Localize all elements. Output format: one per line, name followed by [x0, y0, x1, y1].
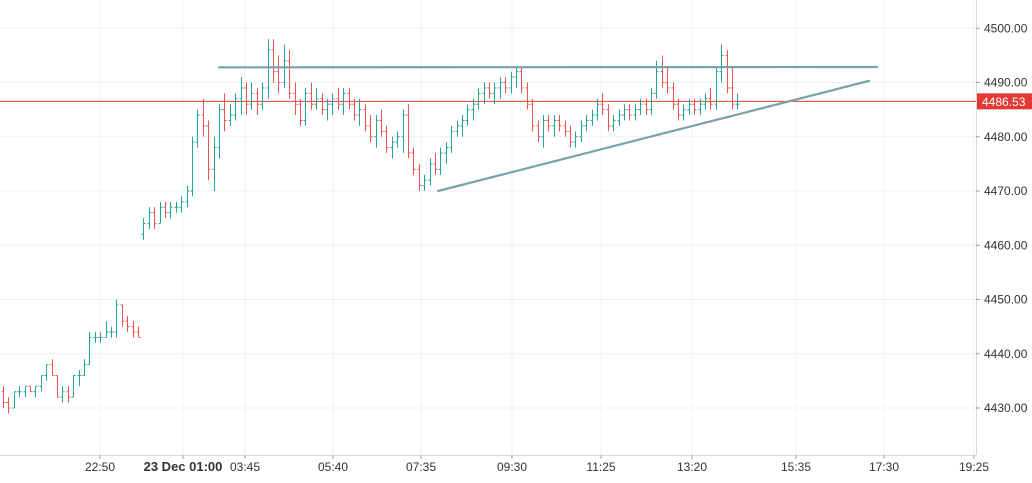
price-axis-label: 4490.00 — [984, 76, 1028, 90]
last-price-label: 4486.53 — [982, 95, 1026, 109]
price-axis-label: 4460.00 — [984, 238, 1028, 252]
time-axis-label: 05:40 — [318, 460, 348, 474]
price-axis-label: 4470.00 — [984, 184, 1028, 198]
time-axis-label: 15:35 — [781, 460, 811, 474]
time-axis-label: 19:25 — [959, 460, 989, 474]
price-axis-label: 4450.00 — [984, 293, 1028, 307]
time-axis-label: 22:50 — [85, 460, 115, 474]
time-axis-label: 23 Dec 01:00 — [144, 459, 223, 474]
time-axis-label: 03:45 — [230, 460, 260, 474]
price-axis-label: 4500.00 — [984, 21, 1028, 35]
price-axis-label: 4480.00 — [984, 130, 1028, 144]
time-axis-label: 11:25 — [586, 460, 615, 474]
time-axis-label: 09:30 — [497, 460, 527, 474]
price-axis-label: 4430.00 — [984, 401, 1028, 415]
time-axis-label: 17:30 — [869, 460, 899, 474]
price-axis-label: 4440.00 — [984, 347, 1028, 361]
time-axis-label: 07:35 — [406, 460, 436, 474]
time-axis-label: 13:20 — [677, 460, 707, 474]
